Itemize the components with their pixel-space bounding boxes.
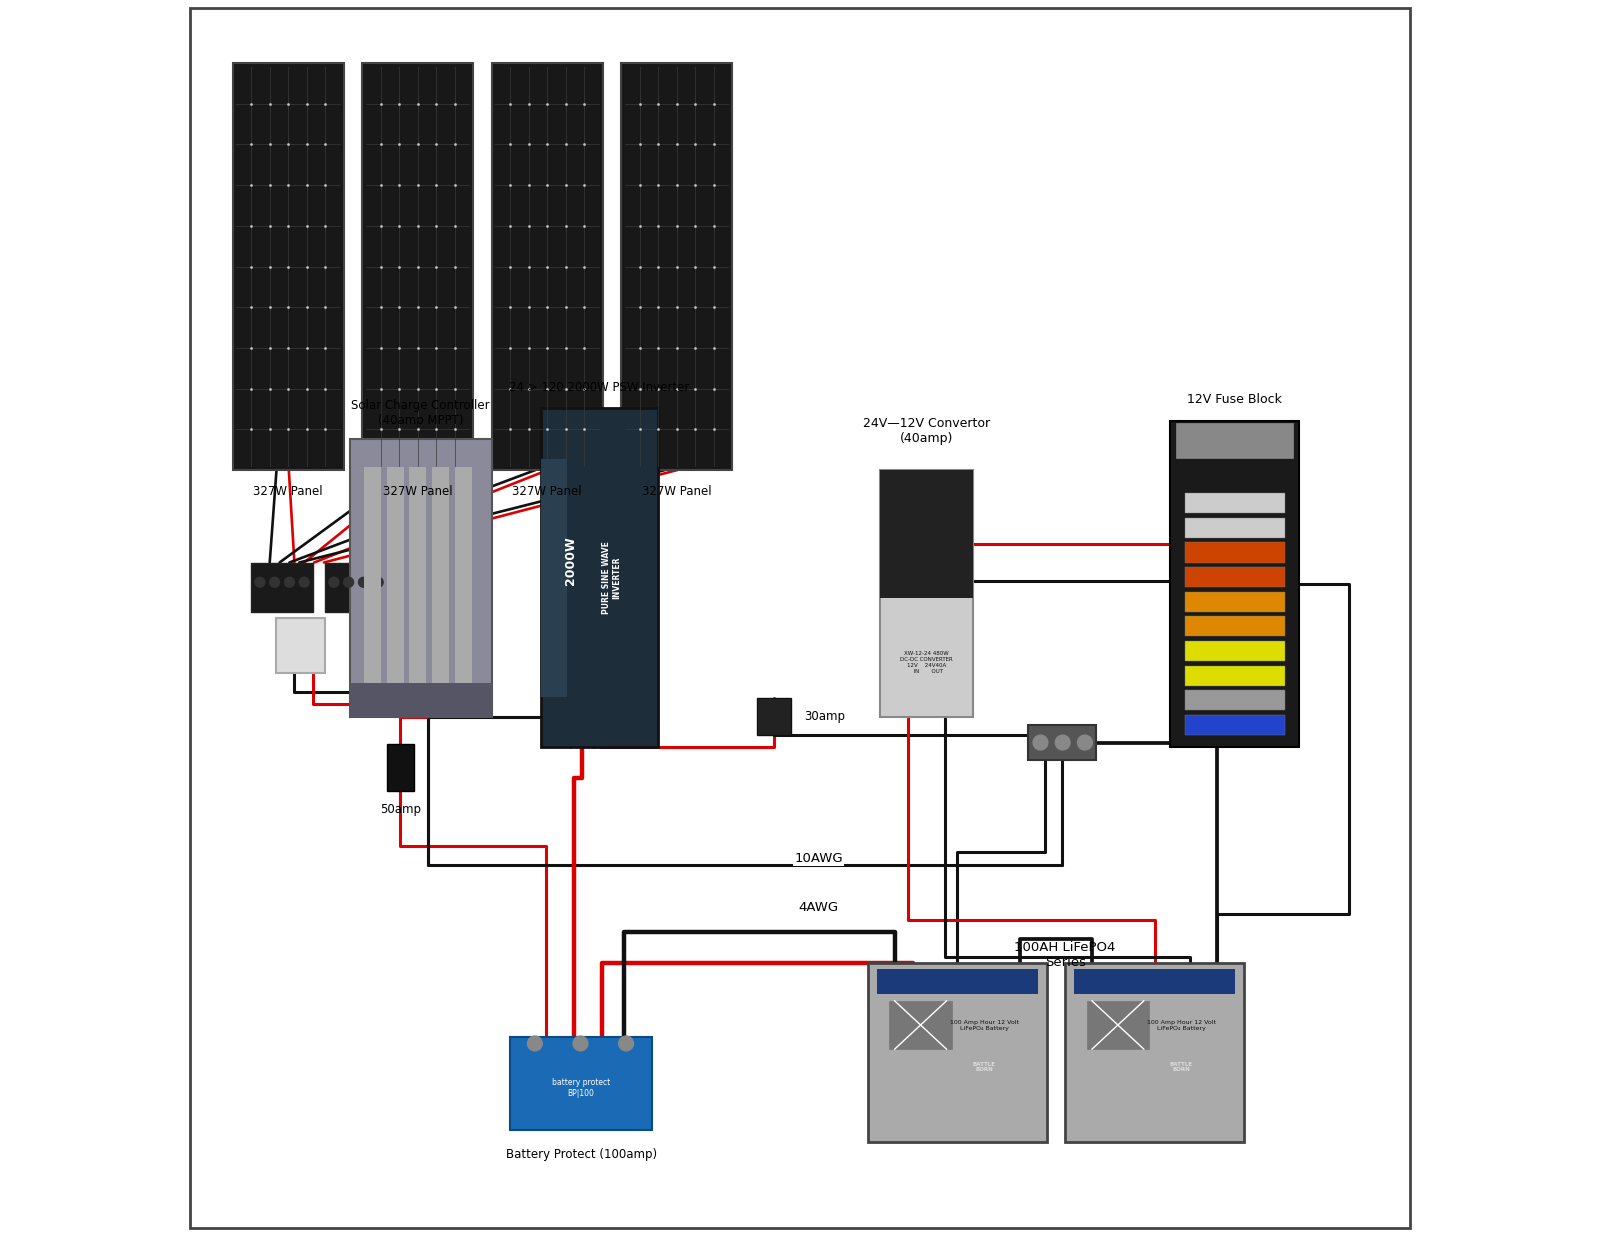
Bar xyxy=(1066,963,1243,1142)
Text: XW-12-24 480W
DC-DC CONVERTER
12V    24V40A
  IN       OUT: XW-12-24 480W DC-DC CONVERTER 12V 24V40A… xyxy=(901,651,952,674)
Bar xyxy=(1184,518,1285,538)
Bar xyxy=(877,969,1038,994)
Bar xyxy=(365,467,381,695)
Bar xyxy=(1184,641,1285,661)
Bar xyxy=(757,698,792,735)
Circle shape xyxy=(254,577,264,587)
Bar xyxy=(454,467,472,695)
Circle shape xyxy=(1077,735,1093,750)
Text: 100 Amp Hour 12 Volt
LiFePO₄ Battery: 100 Amp Hour 12 Volt LiFePO₄ Battery xyxy=(1147,1021,1216,1031)
Bar xyxy=(510,1037,653,1130)
Circle shape xyxy=(358,577,368,587)
Bar xyxy=(541,408,658,748)
Bar xyxy=(387,744,414,791)
Circle shape xyxy=(1034,735,1048,750)
Circle shape xyxy=(299,577,309,587)
Bar xyxy=(1184,714,1285,735)
Bar xyxy=(1184,592,1285,612)
Bar xyxy=(880,470,973,717)
Bar xyxy=(1170,420,1299,748)
Text: 4AWG: 4AWG xyxy=(798,901,838,915)
Bar xyxy=(1184,543,1285,562)
Bar xyxy=(410,467,427,695)
Circle shape xyxy=(373,577,382,587)
Bar xyxy=(387,467,403,695)
Text: 24 > 120 2000W PSW Inverter: 24 > 120 2000W PSW Inverter xyxy=(509,381,690,393)
Text: 24V—12V Convertor
(40amp): 24V—12V Convertor (40amp) xyxy=(862,418,990,445)
Bar xyxy=(350,684,491,717)
Text: 2000W: 2000W xyxy=(563,536,578,586)
Text: 50amp: 50amp xyxy=(379,803,421,816)
Text: 327W Panel: 327W Panel xyxy=(512,485,582,498)
Bar xyxy=(880,470,973,598)
Circle shape xyxy=(330,577,339,587)
Circle shape xyxy=(528,1036,542,1051)
Bar xyxy=(621,63,733,470)
Bar xyxy=(275,618,325,674)
Bar xyxy=(1176,423,1293,457)
Bar xyxy=(867,963,1046,1142)
Bar xyxy=(1074,969,1235,994)
Text: Solar Charge Controller
(40amp MPPT): Solar Charge Controller (40amp MPPT) xyxy=(352,399,490,426)
Bar xyxy=(1029,726,1096,760)
Circle shape xyxy=(619,1036,634,1051)
Bar xyxy=(1184,617,1285,637)
Bar xyxy=(1184,567,1285,587)
Text: 12V Fuse Block: 12V Fuse Block xyxy=(1187,393,1282,405)
Circle shape xyxy=(1056,735,1070,750)
Text: Battery Protect (100amp): Battery Protect (100amp) xyxy=(506,1148,656,1162)
Text: 100 Amp Hour 12 Volt
LiFePO₄ Battery: 100 Amp Hour 12 Volt LiFePO₄ Battery xyxy=(949,1021,1019,1031)
Bar xyxy=(890,1001,952,1049)
Bar xyxy=(541,460,566,697)
Circle shape xyxy=(270,577,280,587)
Bar xyxy=(1086,1001,1149,1049)
Circle shape xyxy=(573,1036,587,1051)
Text: PURE SINE WAVE
INVERTER: PURE SINE WAVE INVERTER xyxy=(602,541,621,614)
Bar xyxy=(1184,493,1285,513)
Text: 327W Panel: 327W Panel xyxy=(382,485,453,498)
Bar xyxy=(1184,666,1285,686)
Text: battery protect
BP|100: battery protect BP|100 xyxy=(552,1079,610,1098)
Text: 30amp: 30amp xyxy=(803,711,845,723)
Bar xyxy=(232,63,344,470)
Text: 327W Panel: 327W Panel xyxy=(253,485,323,498)
Circle shape xyxy=(285,577,294,587)
Bar xyxy=(1184,690,1285,711)
Text: 10AWG: 10AWG xyxy=(794,852,843,865)
Text: 100AH LiFePO4
Series: 100AH LiFePO4 Series xyxy=(1014,941,1115,969)
Bar xyxy=(251,562,314,612)
Bar xyxy=(491,63,603,470)
Bar xyxy=(362,63,474,470)
Bar xyxy=(432,467,450,695)
Bar xyxy=(350,439,491,717)
Text: BATTLE
BORN: BATTLE BORN xyxy=(973,1062,995,1073)
Text: 327W Panel: 327W Panel xyxy=(642,485,712,498)
Bar xyxy=(325,562,387,612)
Text: BATTLE
BORN: BATTLE BORN xyxy=(1170,1062,1194,1073)
Circle shape xyxy=(344,577,354,587)
